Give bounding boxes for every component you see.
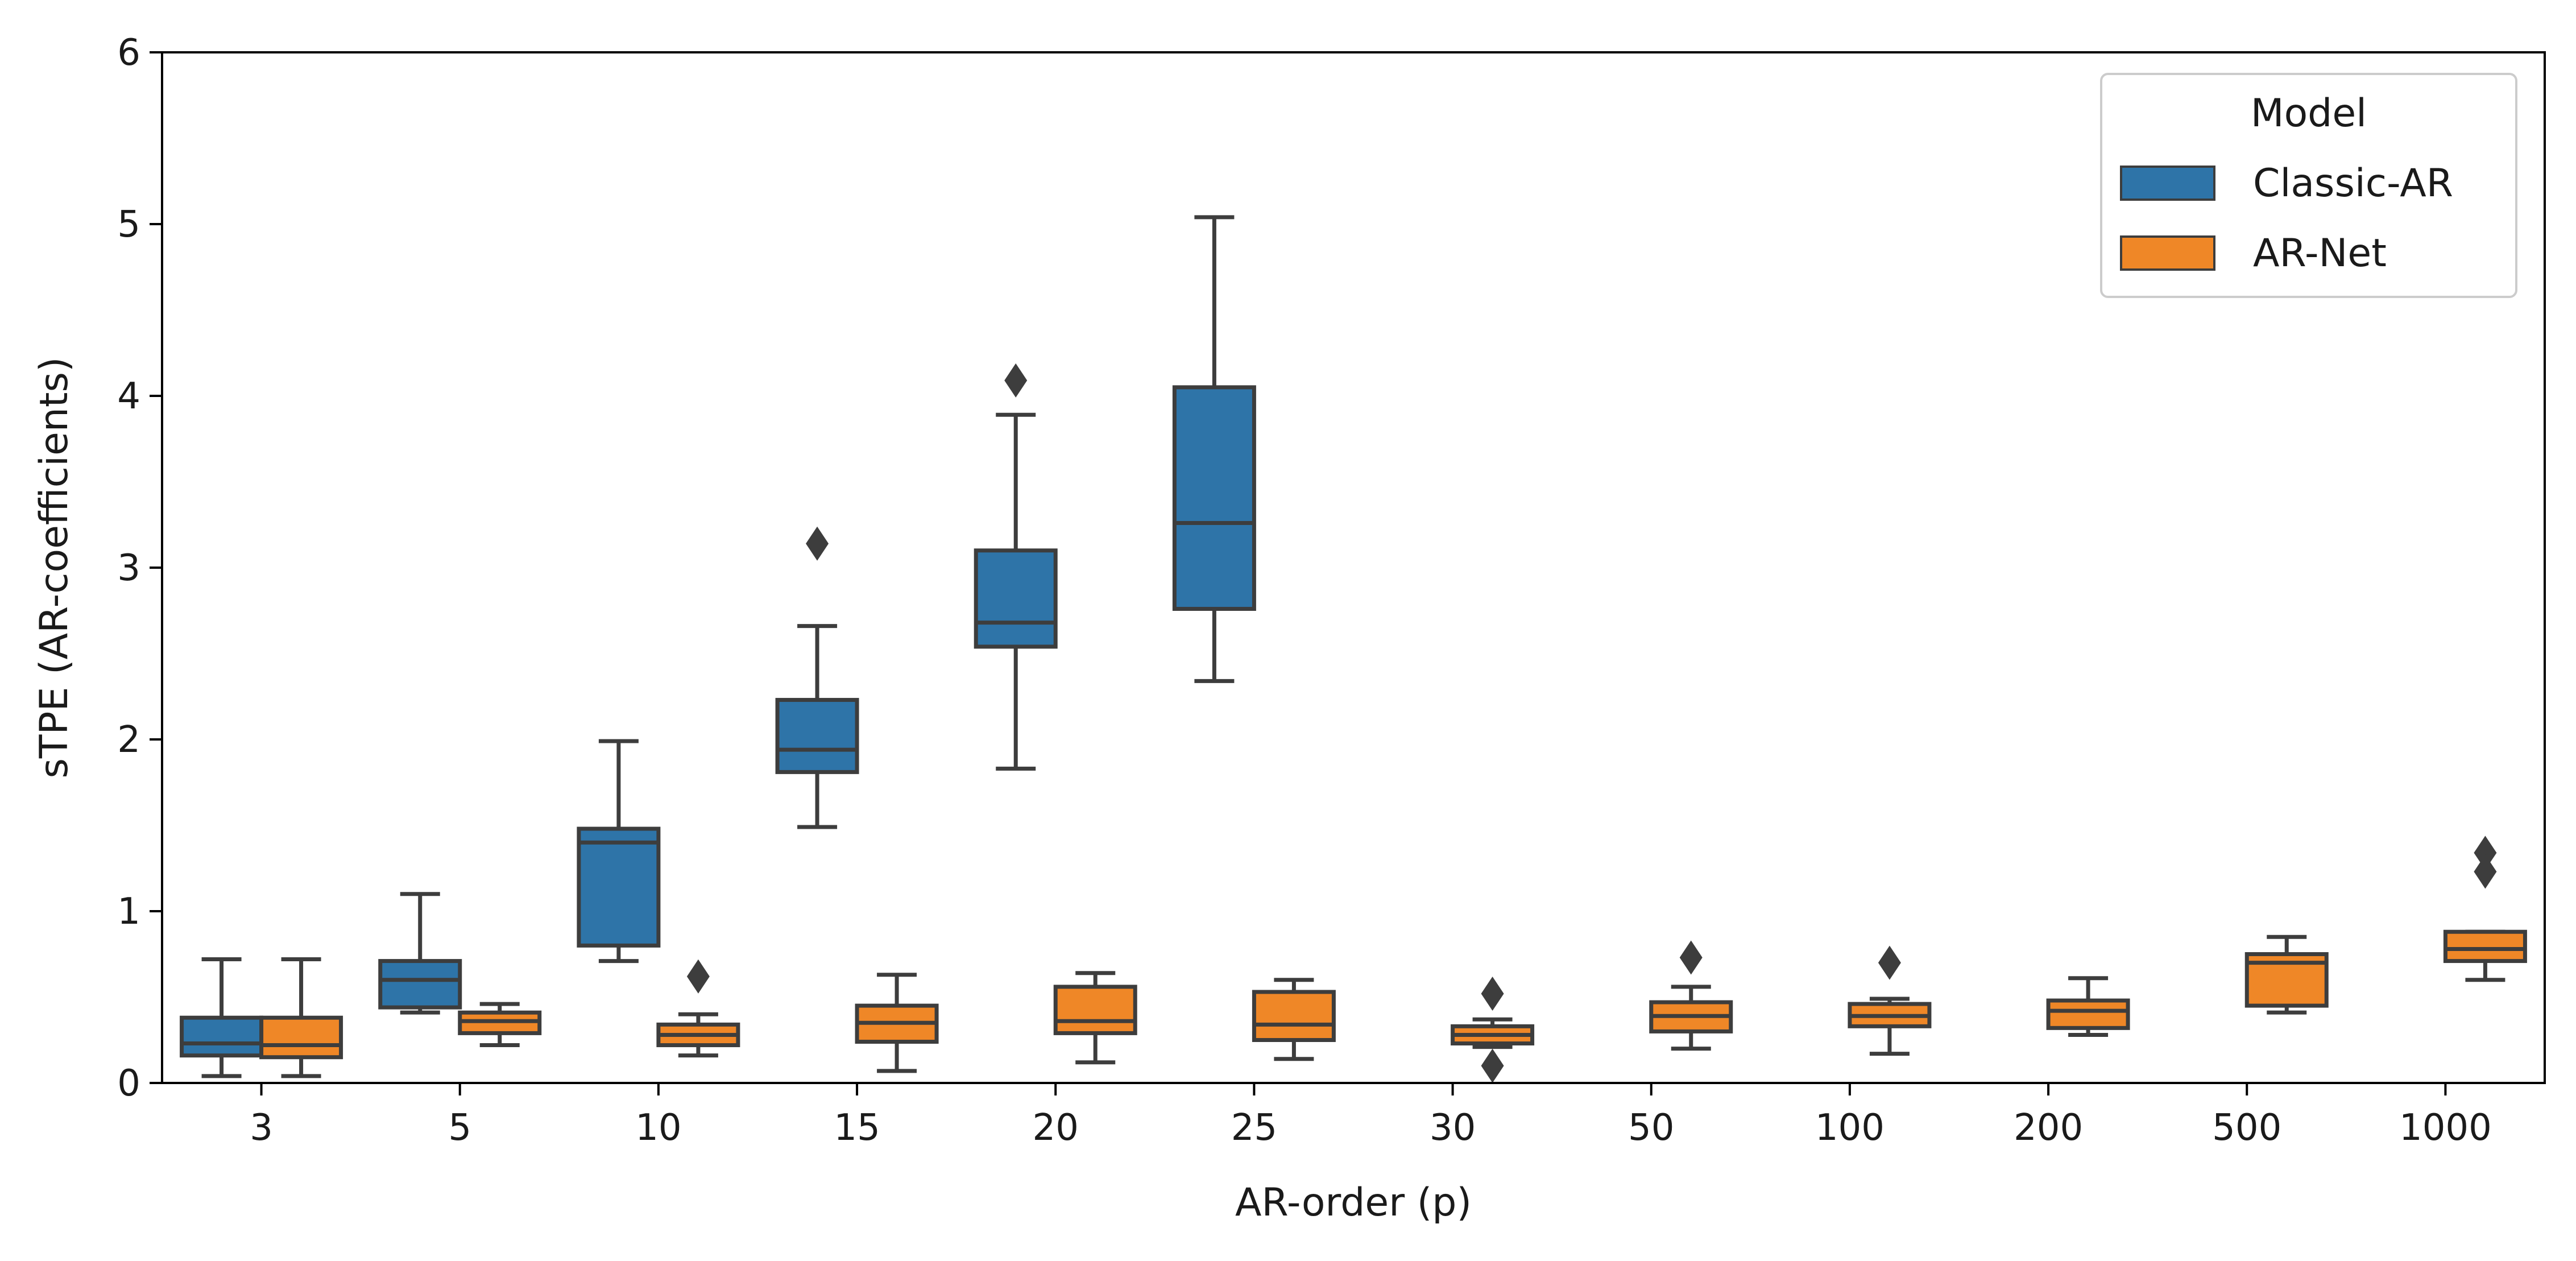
box-ar-net-500	[2244, 935, 2329, 1015]
x-tick-label: 15	[834, 1107, 880, 1149]
box-iqr	[378, 959, 462, 1010]
x-tick-label: 20	[1033, 1107, 1079, 1149]
y-tick-label: 5	[117, 204, 140, 246]
outlier-point	[1481, 1048, 1504, 1083]
plot-frame	[161, 51, 2546, 1084]
y-tick-label: 2	[117, 719, 140, 761]
box-ar-net-25	[1252, 978, 1336, 1061]
box-iqr	[974, 548, 1058, 649]
box-classic-ar-25	[1172, 215, 1256, 683]
box-ar-net-30	[1451, 976, 1535, 1083]
x-tick-label: 500	[2212, 1107, 2281, 1149]
x-tick-label: 100	[1815, 1107, 1885, 1149]
box-ar-net-1000	[2443, 836, 2527, 982]
box-classic-ar-15	[775, 526, 859, 829]
outlier-point	[1878, 945, 1901, 980]
y-axis: 0 1 2 3 4 5 6	[117, 32, 162, 1105]
box-iqr	[2443, 929, 2527, 964]
box-ar-net-100	[1848, 945, 1932, 1056]
box-iqr	[2046, 998, 2130, 1030]
outlier-point	[686, 959, 710, 994]
box-ar-net-20	[1053, 971, 1137, 1065]
x-tick-label: 3	[250, 1107, 273, 1149]
box-iqr	[1252, 990, 1336, 1042]
legend: Model Classic-AR AR-Net	[2100, 73, 2517, 298]
x-tick-label: 50	[1628, 1107, 1674, 1149]
outlier-point	[806, 526, 829, 561]
box-classic-ar-20	[974, 363, 1058, 771]
box-iqr	[1172, 385, 1256, 611]
legend-entry-ar-net: AR-Net	[2253, 231, 2387, 276]
x-axis: 3 5 10 15 20 25 30 50 100 200 500 1000	[250, 1083, 2492, 1149]
y-tick-label: 3	[117, 547, 140, 589]
y-tick-label: 4	[117, 375, 140, 417]
outlier-point	[1481, 976, 1504, 1011]
box-ar-net-5	[458, 1002, 542, 1048]
box-iqr	[577, 826, 661, 948]
box-classic-ar-3	[180, 957, 264, 1078]
box-iqr	[775, 698, 859, 774]
box-series	[180, 215, 2527, 1083]
legend-title: Model	[2251, 91, 2367, 136]
legend-swatch-ar-net	[2120, 235, 2215, 271]
outlier-point	[1004, 363, 1028, 398]
legend-swatch-classic-ar	[2120, 166, 2215, 201]
y-tick-label: 6	[117, 32, 140, 74]
y-axis-label: sTPE (AR-coefficients)	[32, 357, 77, 778]
box-ar-net-15	[855, 973, 939, 1073]
x-tick-label: 25	[1231, 1107, 1277, 1149]
outlier-point	[1679, 940, 1703, 975]
box-iqr	[180, 1015, 264, 1058]
x-tick-label: 5	[448, 1107, 471, 1149]
outlier-point	[2474, 854, 2497, 889]
box-ar-net-3	[259, 957, 343, 1078]
x-axis-label: AR-order (p)	[1235, 1180, 1472, 1225]
y-tick-label: 1	[117, 891, 140, 933]
box-classic-ar-10	[577, 739, 661, 964]
box-classic-ar-5	[378, 892, 462, 1015]
box-ar-net-200	[2046, 976, 2130, 1037]
legend-entry-classic-ar: Classic-AR	[2253, 161, 2453, 206]
x-tick-label: 1000	[2399, 1107, 2492, 1149]
x-tick-label: 10	[635, 1107, 681, 1149]
outlier-point	[2474, 836, 2497, 870]
y-tick-label: 0	[117, 1062, 140, 1105]
box-iqr	[1053, 985, 1137, 1035]
box-iqr	[259, 1015, 343, 1060]
box-ar-net-50	[1649, 940, 1733, 1051]
x-tick-label: 30	[1430, 1107, 1476, 1149]
box-ar-net-10	[656, 959, 740, 1058]
x-tick-label: 200	[2014, 1107, 2083, 1149]
